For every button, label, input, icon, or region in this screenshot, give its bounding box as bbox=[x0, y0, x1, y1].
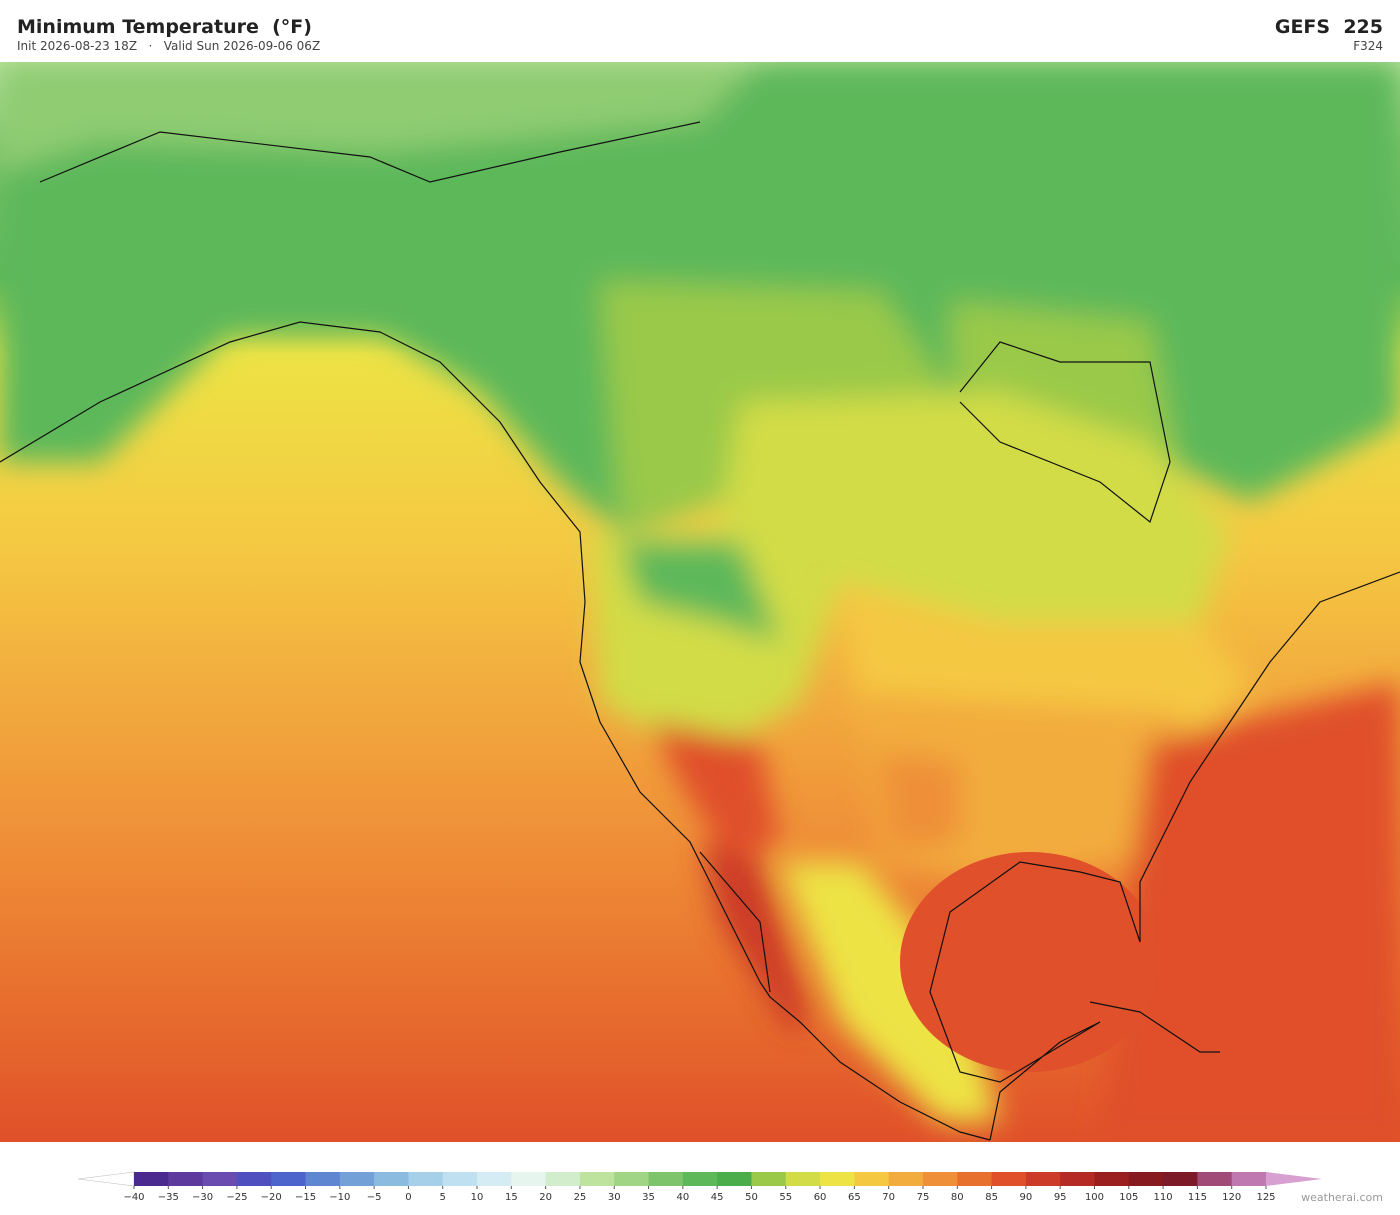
tick-label: −35 bbox=[158, 1192, 179, 1203]
color-swatch bbox=[854, 1172, 890, 1186]
tick-label: 80 bbox=[951, 1192, 964, 1203]
model: GEFS 225 bbox=[1274, 16, 1383, 38]
tick-label: 65 bbox=[848, 1192, 861, 1203]
tick-label: 100 bbox=[1085, 1192, 1104, 1203]
color-swatch bbox=[991, 1172, 1027, 1186]
tick-label: 110 bbox=[1154, 1192, 1173, 1203]
color-swatch bbox=[1025, 1172, 1061, 1186]
subtitle: Init 2026-08-23 18Z · Valid Sun 2026-09-… bbox=[17, 39, 321, 53]
color-swatch bbox=[511, 1172, 547, 1186]
color-swatch bbox=[614, 1172, 650, 1186]
color-swatch bbox=[648, 1172, 684, 1186]
color-swatch bbox=[442, 1172, 478, 1186]
color-swatch bbox=[1094, 1172, 1130, 1186]
tick-label: 40 bbox=[676, 1192, 689, 1203]
tick-label: −15 bbox=[295, 1192, 316, 1203]
color-swatch bbox=[134, 1172, 169, 1186]
color-swatch bbox=[477, 1172, 512, 1186]
color-swatch bbox=[545, 1172, 581, 1186]
tick-label: 95 bbox=[1054, 1192, 1067, 1203]
color-swatch bbox=[1128, 1172, 1164, 1186]
tick-label: 25 bbox=[574, 1192, 587, 1203]
tick-label: 60 bbox=[814, 1192, 827, 1203]
tick-label: 35 bbox=[642, 1192, 655, 1203]
tick-label: 85 bbox=[985, 1192, 998, 1203]
under-arrow bbox=[77, 1171, 135, 1187]
tick-label: 10 bbox=[471, 1192, 484, 1203]
tick-label: −20 bbox=[261, 1192, 282, 1203]
color-swatch bbox=[682, 1172, 718, 1186]
tick-label: 125 bbox=[1256, 1192, 1275, 1203]
color-swatch bbox=[579, 1172, 615, 1186]
color-swatch bbox=[1163, 1172, 1198, 1186]
tick-label: 50 bbox=[745, 1192, 758, 1203]
color-swatch bbox=[957, 1172, 993, 1186]
tick-label: −5 bbox=[367, 1192, 382, 1203]
color-swatch bbox=[408, 1172, 444, 1186]
title: Minimum Temperature (°F) bbox=[17, 16, 312, 38]
color-swatch bbox=[202, 1172, 238, 1186]
tick-label: 105 bbox=[1119, 1192, 1138, 1203]
color-swatch bbox=[374, 1172, 409, 1186]
color-swatch bbox=[717, 1172, 752, 1186]
tick-label: 70 bbox=[882, 1192, 895, 1203]
color-swatch bbox=[168, 1172, 204, 1186]
coastlines bbox=[0, 121, 1400, 1141]
watermark: weatherai.com bbox=[1301, 1191, 1383, 1204]
tick-label: −40 bbox=[123, 1192, 144, 1203]
tick-label: 55 bbox=[779, 1192, 792, 1203]
color-swatch bbox=[888, 1172, 924, 1186]
color-swatch bbox=[922, 1172, 958, 1186]
color-swatch bbox=[271, 1172, 307, 1186]
tick-label: 30 bbox=[608, 1192, 621, 1203]
tick-label: 45 bbox=[711, 1192, 724, 1203]
tick-label: 15 bbox=[505, 1192, 518, 1203]
color-swatch bbox=[1231, 1172, 1267, 1186]
tick-label: 0 bbox=[405, 1192, 411, 1203]
tick-label: 90 bbox=[1020, 1192, 1033, 1203]
color-swatch bbox=[305, 1172, 341, 1186]
tick-label: −25 bbox=[226, 1192, 247, 1203]
color-swatch bbox=[820, 1172, 855, 1186]
gulf bbox=[900, 852, 1160, 1072]
tick-label: 75 bbox=[917, 1192, 930, 1203]
color-swatch bbox=[785, 1172, 821, 1186]
forecast-hour: F324 bbox=[1353, 39, 1383, 53]
tick-label: 115 bbox=[1188, 1192, 1207, 1203]
tick-label: 120 bbox=[1222, 1192, 1241, 1203]
color-swatch bbox=[236, 1172, 272, 1186]
tick-label: −30 bbox=[192, 1192, 213, 1203]
color-swatch bbox=[1197, 1172, 1233, 1186]
color-swatch bbox=[1060, 1172, 1095, 1186]
color-swatch bbox=[339, 1172, 375, 1186]
colorbar: weatherai.com −40 −35 −30 −25 −20 −15 −10 −5 0 5 1… bbox=[77, 1171, 1383, 1204]
map bbox=[0, 62, 1400, 1142]
over-arrow bbox=[1266, 1172, 1322, 1186]
tick-label: −10 bbox=[329, 1192, 350, 1203]
temperature-field bbox=[0, 62, 1400, 1142]
tick-label: 5 bbox=[440, 1192, 446, 1203]
tick-label: 20 bbox=[539, 1192, 552, 1203]
color-swatch bbox=[751, 1172, 787, 1186]
header: Minimum Temperature (°F) Init 2026-08-23… bbox=[0, 0, 1400, 62]
